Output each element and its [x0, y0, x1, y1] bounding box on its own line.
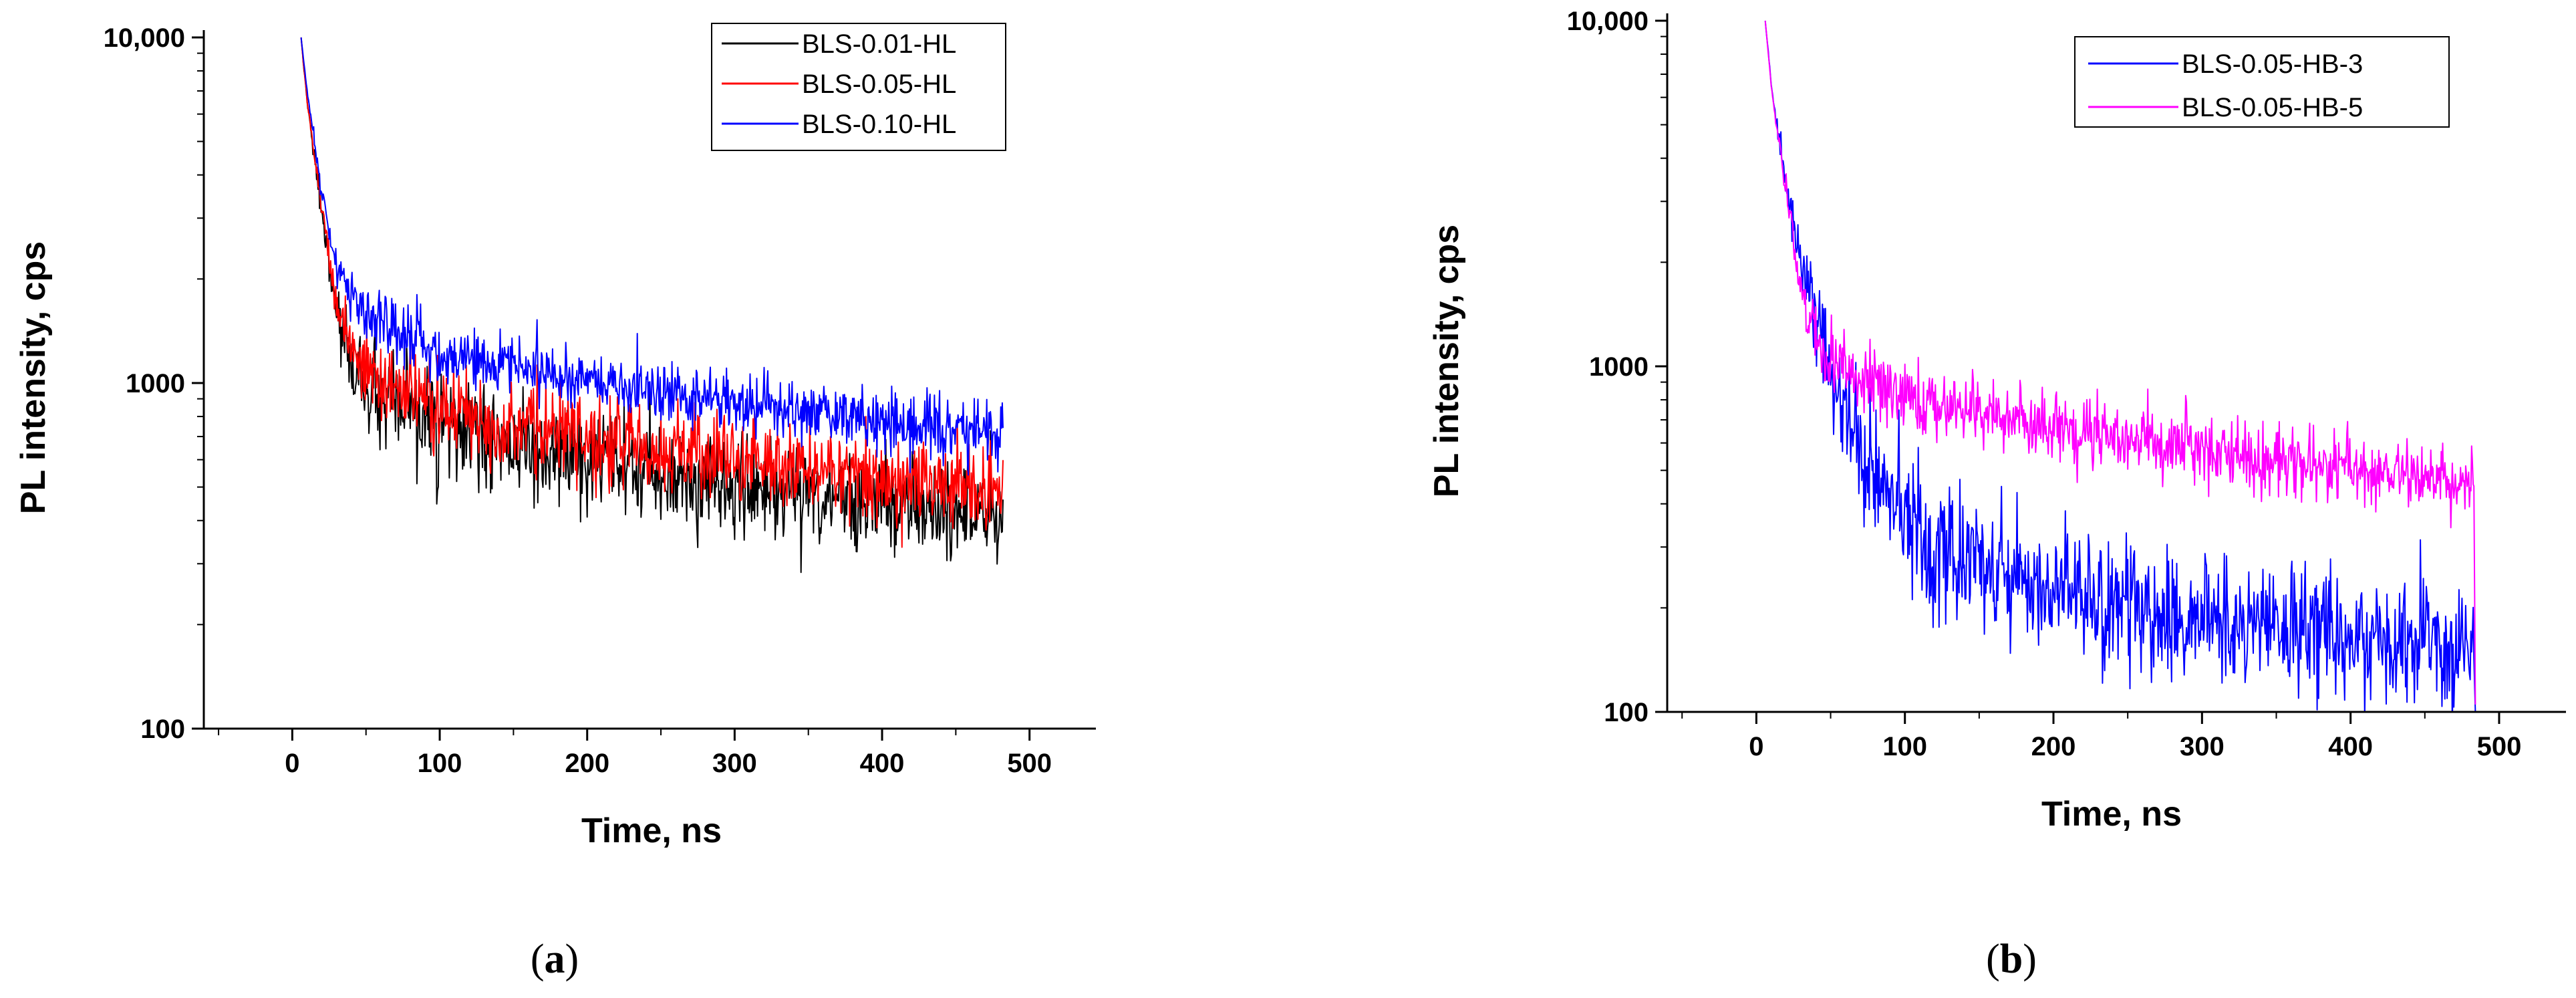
legend-entry: BLS-0.10-HL — [802, 110, 956, 139]
y-tick-label: 10,000 — [1567, 7, 1649, 36]
x-tick-label: 400 — [2328, 732, 2373, 761]
y-tick-label: 1000 — [126, 369, 185, 398]
series-group — [300, 37, 1004, 574]
x-tick-label: 200 — [2031, 732, 2076, 761]
y-axis-title: PL intensity, cps — [1427, 225, 1466, 497]
x-tick-label: 100 — [1882, 732, 1927, 761]
x-tick-label: 300 — [712, 749, 757, 778]
y-tick-label: 10,000 — [104, 23, 185, 53]
panel-label-open: ( — [1986, 937, 2000, 982]
x-axis-title: Time, ns — [2041, 795, 2182, 834]
panel-label-open: ( — [531, 937, 545, 982]
y-tick-label: 100 — [140, 715, 185, 744]
legend-entry: BLS-0.05-HB-5 — [2182, 93, 2363, 122]
chart-panel-b: 0 100 200 300 400 500 100 1000 10,000 Time, ns PL … — [1427, 7, 2566, 982]
x-tick-label: 500 — [2477, 732, 2522, 761]
x-tick-label: 400 — [860, 749, 905, 778]
x-tick-label: 500 — [1007, 749, 1052, 778]
panel-label: (a) — [531, 937, 579, 982]
series-line-1 — [1764, 20, 2476, 712]
legend: BLS-0.01-HL BLS-0.05-HL BLS-0.10-HL — [711, 23, 1006, 151]
x-tick-label: 100 — [418, 749, 462, 778]
x-tick-label: 0 — [1749, 732, 1763, 761]
x-tick-label: 0 — [285, 749, 299, 778]
series-line-2 — [300, 37, 1004, 548]
y-axis-title: PL intensity, cps — [14, 241, 53, 514]
panel-label: (b) — [1986, 937, 2037, 982]
panel-label-letter: b — [2000, 937, 2023, 982]
x-axis-title: Time, ns — [581, 812, 722, 850]
legend-entry: BLS-0.05-HB-3 — [2182, 49, 2363, 79]
legend: BLS-0.05-HB-3 BLS-0.05-HB-5 — [2074, 36, 2450, 128]
legend-box — [2074, 36, 2450, 128]
series-line-2 — [1764, 20, 2476, 705]
legend-box — [711, 23, 1006, 151]
series-group — [1764, 20, 2476, 712]
series-line-3 — [300, 37, 1004, 476]
y-tick-label: 100 — [1604, 698, 1649, 727]
legend-entry: BLS-0.01-HL — [802, 29, 956, 59]
legend-entry: BLS-0.05-HL — [802, 70, 956, 99]
panel-label-close: ) — [2023, 937, 2037, 982]
panel-label-letter: a — [545, 937, 565, 982]
y-tick-label: 1000 — [1589, 352, 1649, 382]
x-tick-label: 200 — [565, 749, 609, 778]
x-tick-label: 300 — [2180, 732, 2225, 761]
panel-label-close: ) — [565, 937, 579, 982]
chart-panel-a: 0 100 200 300 400 500 100 1000 10,000 Time, ns PL … — [14, 23, 1096, 982]
